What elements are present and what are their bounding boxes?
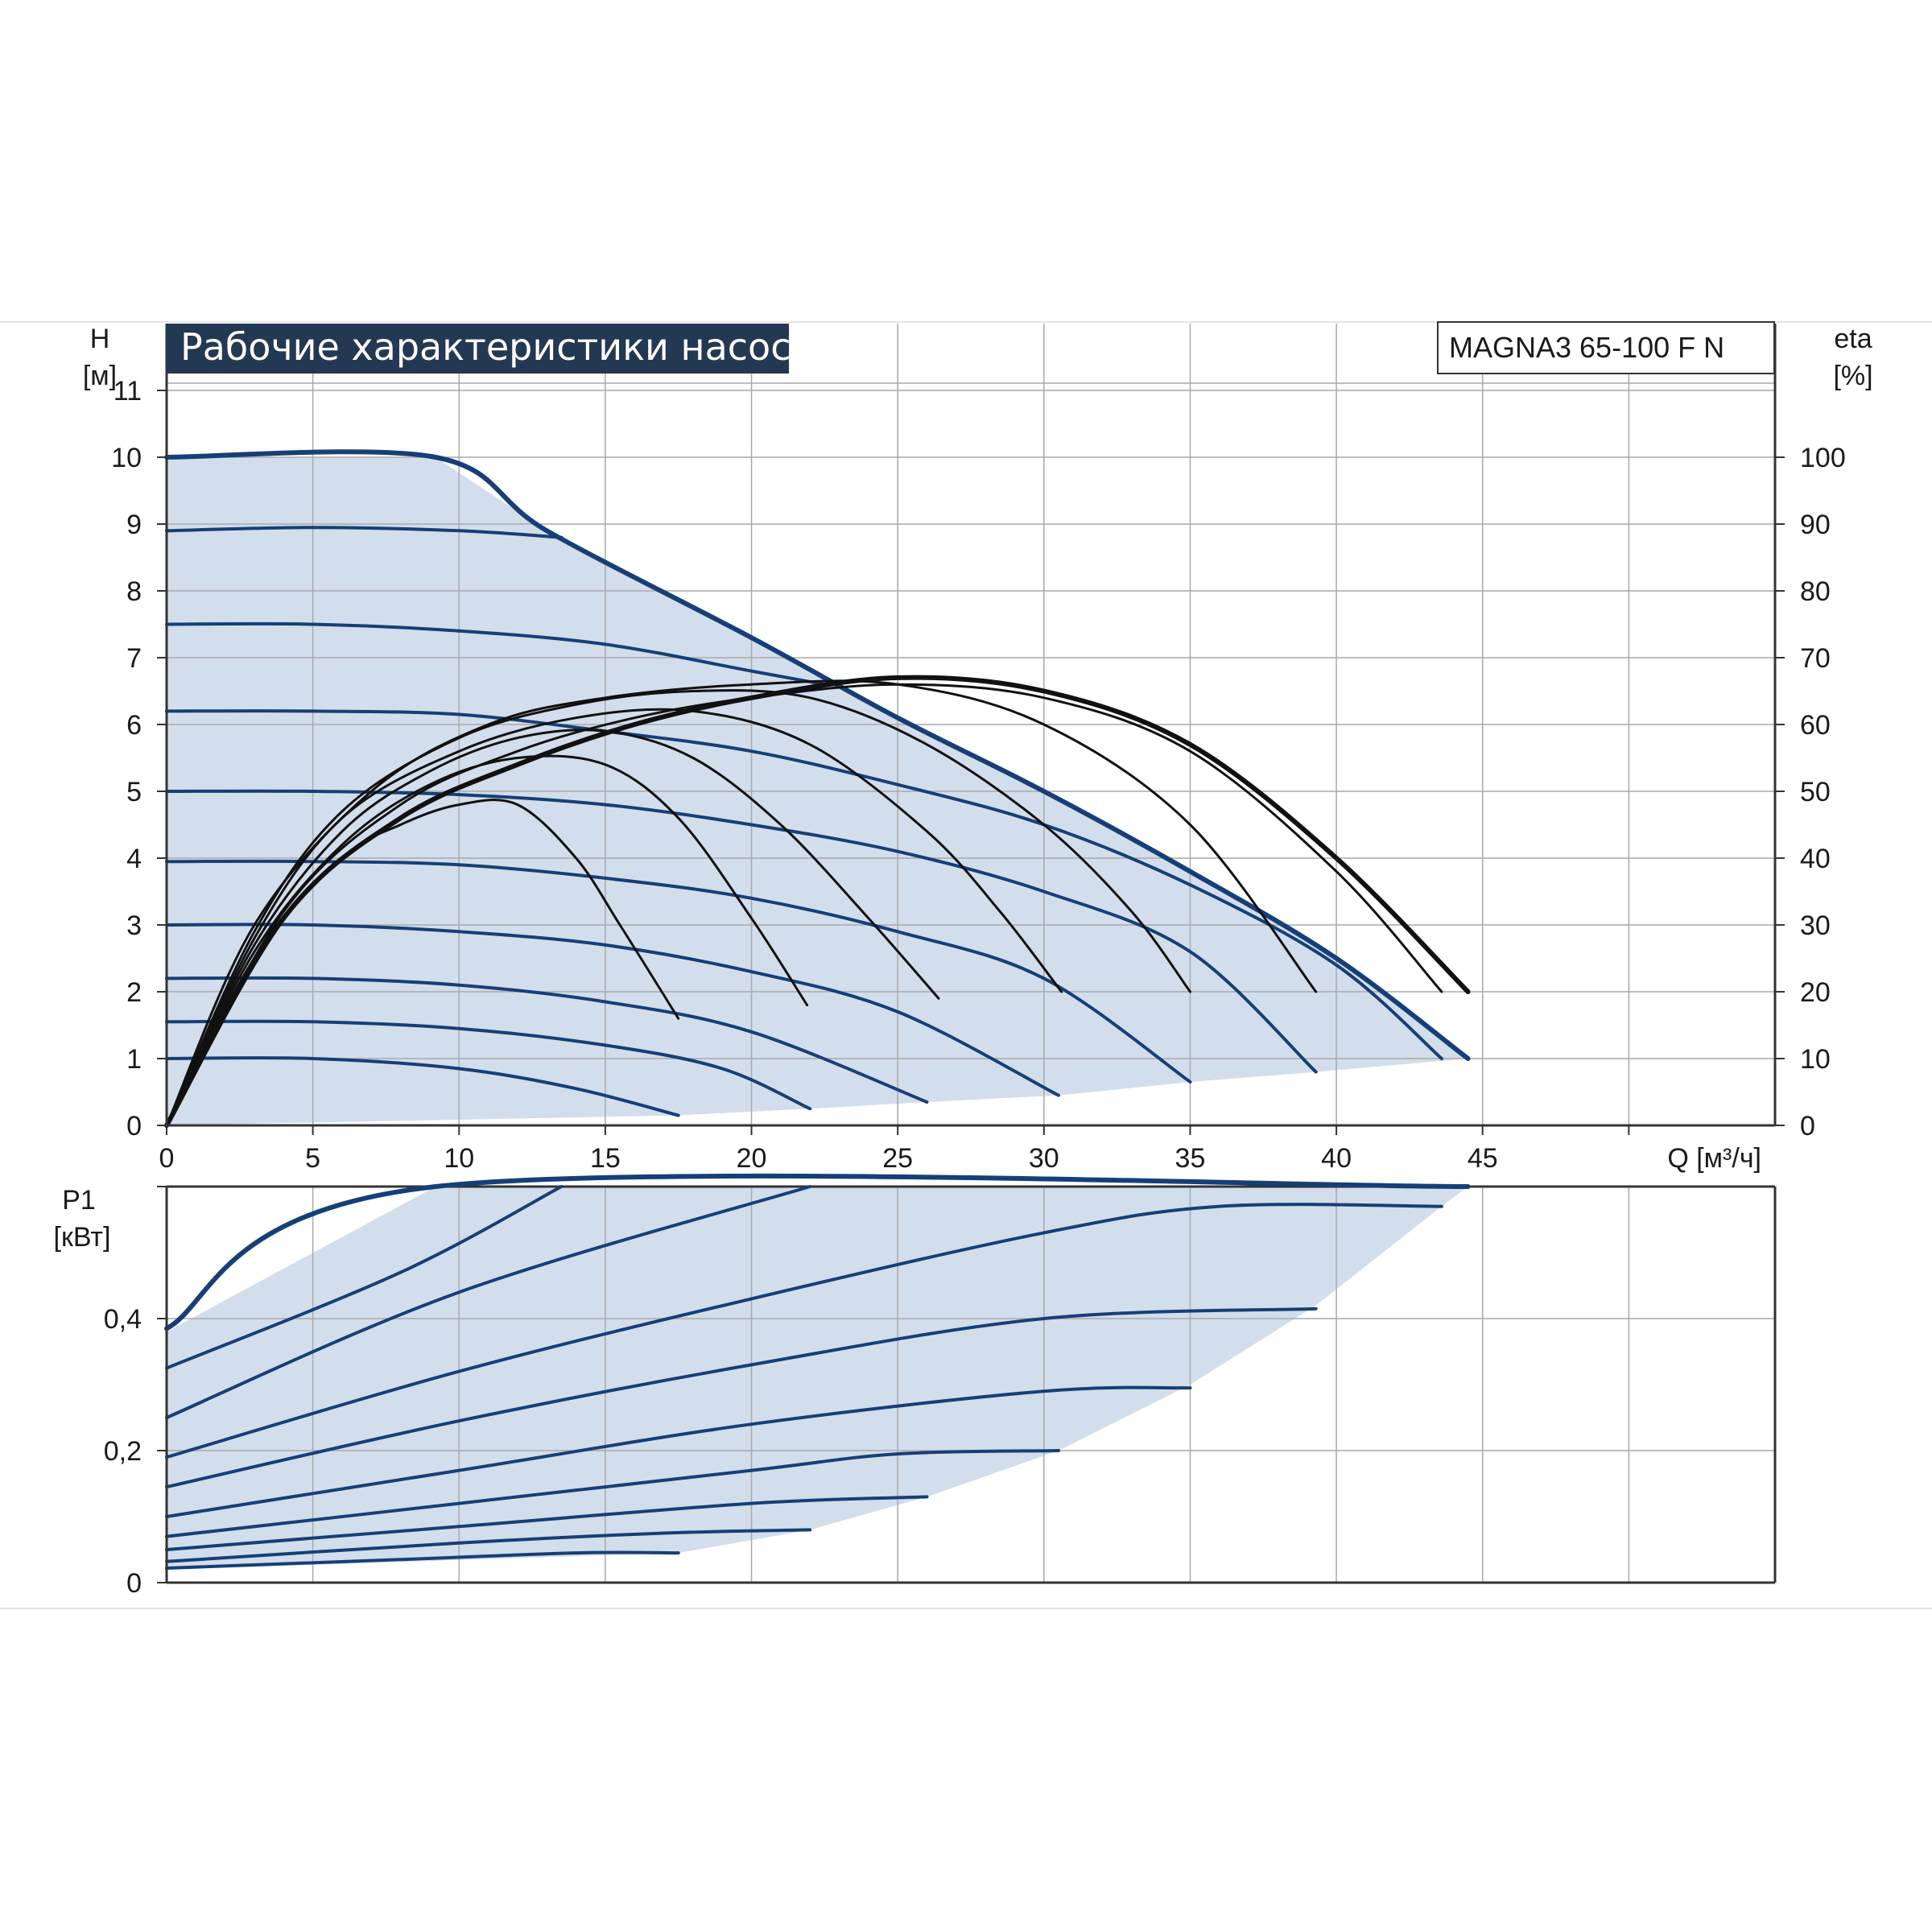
power-curve [165,1203,1443,1459]
y-tick-label: 3 [126,910,142,941]
power-curve [165,1385,1192,1518]
efficiency-curve [164,675,1471,1128]
x-tick-label: 45 [1468,1143,1498,1174]
head-speed-curve [165,1019,812,1111]
power-curve [165,1550,680,1570]
power-grid [167,1185,1776,1583]
power-curve [165,1307,1318,1489]
efficiency-curve [165,754,809,1127]
y2-tick-label: 70 [1800,643,1831,674]
y-axis-unit: [м] [83,361,117,391]
power-axis-unit: [кВт] [54,1222,111,1253]
y-tick-label: 11 [114,376,142,407]
power-envelope-area [167,1187,1468,1570]
y-tick-label: 7 [126,643,142,674]
head-speed-curve [165,923,1060,1097]
y-tick-label: 10 [111,443,142,473]
y2-tick-label: 100 [1800,443,1846,473]
power-y-tick-label: 0 [126,1568,142,1599]
y2-tick-label: 60 [1800,710,1831,741]
head-axis-ticks: 0 5 10 15 20 25 30 35 40 450123456789101101020304… [111,376,1846,1174]
title-banner [166,324,789,374]
y2-tick-label: 50 [1800,777,1831,807]
x-tick-label: 30 [1029,1143,1059,1174]
y2-tick-label: 80 [1800,576,1831,607]
x-tick-label: 20 [737,1143,767,1174]
y2-tick-label: 90 [1800,510,1831,540]
x-tick-label: 0 [159,1143,175,1174]
y2-axis-title: eta [1834,324,1872,354]
chart-title: Рабочие характеристики насоса [180,325,814,369]
efficiency-curve [165,708,1063,1127]
x-tick-label: 40 [1321,1143,1352,1174]
efficiency-curves [164,675,1471,1128]
head-speed-curve [165,789,1318,1074]
y-tick-label: 2 [126,977,142,1008]
power-y-tick-label: 0,4 [104,1304,142,1335]
y2-tick-label: 40 [1800,844,1831,874]
head-speed-curve [165,976,929,1104]
y-tick-label: 4 [126,844,142,874]
power-curve [164,1173,1471,1331]
power-curve [165,1185,564,1370]
y-tick-label: 0 [126,1111,142,1141]
x-tick-label: 10 [444,1143,474,1174]
power-axis-title: P1 [62,1185,96,1216]
power-curve [165,1449,1060,1538]
y-tick-label: 9 [126,510,142,540]
power-curve [165,1528,812,1563]
y2-tick-label: 30 [1800,910,1831,941]
power-curve [165,1185,812,1419]
x-axis-title: Q [м³/ч] [1667,1143,1761,1174]
x-tick-label: 25 [882,1143,913,1174]
head-speed-curves [164,449,1471,1117]
y-tick-label: 8 [126,576,142,607]
y-tick-label: 6 [126,710,142,741]
head-max-curve [164,449,1471,1061]
y2-axis-unit: [%] [1833,361,1872,391]
power-curves [164,1173,1471,1570]
y-axis-title: H [90,324,110,354]
y2-tick-label: 10 [1800,1044,1831,1075]
y-tick-label: 5 [126,777,142,807]
model-label: MAGNA3 65-100 F N [1449,331,1724,364]
power-y-tick-label: 0,2 [104,1436,142,1467]
x-tick-label: 15 [590,1143,621,1174]
y-tick-label: 1 [126,1044,142,1075]
power-plot-frame [165,1187,1777,1584]
efficiency-curve [165,679,1318,1127]
y2-tick-label: 20 [1800,977,1831,1008]
head-speed-curve [165,859,1192,1084]
power-envelope-polygon [167,1187,1468,1570]
model-box [1437,321,1775,374]
head-speed-curve [165,621,827,687]
head-speed-curve [165,526,564,539]
x-tick-label: 35 [1175,1143,1206,1174]
power-axis-ticks: 0 0,2 0,4 [104,1186,167,1599]
x-tick-label: 5 [305,1143,320,1174]
power-curve [165,1495,929,1551]
head-speed-curve [165,1056,680,1117]
y2-tick-label: 0 [1800,1111,1815,1141]
efficiency-curve [165,729,940,1127]
